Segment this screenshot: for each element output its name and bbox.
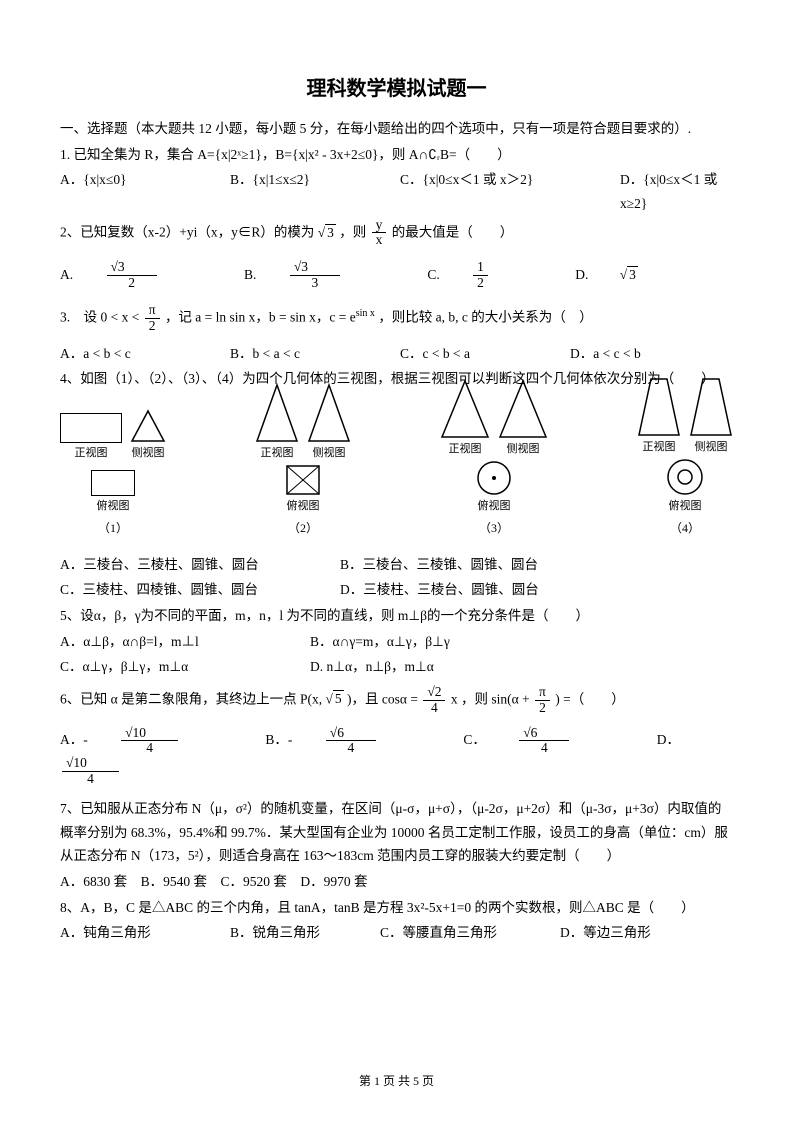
q8-opt-a: A．钝角三角形 <box>60 921 230 945</box>
triangle-icon <box>307 383 351 443</box>
q3-exp: sin x <box>356 308 375 319</box>
diagram-2: 正视图 侧视图 俯视图 （2） <box>255 409 351 539</box>
q6-opt-a: A．- √104 <box>60 732 237 747</box>
q1-stem: 1. 已知全集为 R，集合 A={x|2ˣ≥1}，B={x|x² - 3x+2≤… <box>60 143 733 167</box>
q3-frac: π2 <box>145 303 160 334</box>
q6-opt-b: B．- √64 <box>265 732 435 747</box>
q1-opt-c: C．{x|0≤x＜1 或 x＞2} <box>400 168 620 215</box>
q2-options: A. √32 B. √33 C. 12 D. √3 <box>60 260 733 291</box>
triangle-icon <box>498 379 548 439</box>
q3-opt-a: A．a < b < c <box>60 342 230 366</box>
sqrt-icon: √3 <box>318 221 336 245</box>
page-title: 理科数学模拟试题一 <box>60 72 733 107</box>
q6-stem: 6、已知 α 是第二象限角，其终边上一点 P(x, √5 )，且 cosα = … <box>60 685 733 716</box>
q6-frac1: √24 <box>423 685 445 716</box>
q5-opt-c: C．α⊥γ，β⊥γ，m⊥α <box>60 655 310 679</box>
q2-stem-post: 的最大值是（ ） <box>392 224 514 239</box>
q5-opt-b: B．α∩γ=m，α⊥γ，β⊥γ <box>310 630 450 654</box>
page-footer: 第 1 页 共 5 页 <box>0 1071 793 1092</box>
annulus-icon <box>665 458 705 496</box>
q6-options: A．- √104 B．- √64 C． √64 D． √104 <box>60 726 733 787</box>
q5-options-1: A．α⊥β，α∩β=l，m⊥l B．α∩γ=m，α⊥γ，β⊥γ <box>60 630 733 654</box>
q2-stem-pre: 2、已知复数（x-2）+yi（x，y∈R）的模为 <box>60 224 314 239</box>
q8-opt-d: D．等边三角形 <box>560 921 651 945</box>
q3-pre: 3. 设 <box>60 309 97 324</box>
q2-opt-a: A. √32 <box>60 267 216 282</box>
q2-frac: y x <box>372 218 387 249</box>
q8-opt-c: C．等腰直角三角形 <box>380 921 560 945</box>
q3-opt-c: C．c < b < a <box>400 342 570 366</box>
q1-opt-b: B．{x|1≤x≤2} <box>230 168 400 215</box>
q3-cond: 0 < x < <box>101 309 143 324</box>
triangle-icon <box>255 383 299 443</box>
q2-opt-b: B. √33 <box>244 267 399 282</box>
q6-frac2: π2 <box>535 685 550 716</box>
q3-opt-d: D．a < c < b <box>570 342 733 366</box>
square-x-icon <box>285 464 321 496</box>
q4-opt-b: B．三棱台、三棱锥、圆锥、圆台 <box>340 553 538 577</box>
q4-options-1: A．三棱台、三棱柱、圆锥、圆台 B．三棱台、三棱锥、圆锥、圆台 <box>60 553 733 577</box>
q6-mid1: )，且 cosα = <box>347 691 421 706</box>
q4-opt-c: C．三棱柱、四棱锥、圆锥、圆台 <box>60 578 340 602</box>
triangle-icon <box>440 379 490 439</box>
q8-opt-b: B．锐角三角形 <box>230 921 380 945</box>
q4-opt-a: A．三棱台、三棱柱、圆锥、圆台 <box>60 553 340 577</box>
q3-stem: 3. 设 0 < x < π2 ，记 a = ln sin x，b = sin … <box>60 303 733 334</box>
q3-options: A．a < b < c B．b < a < c C．c < b < a D．a … <box>60 342 733 366</box>
section-header: 一、选择题（本大题共 12 小题，每小题 5 分，在每小题给出的四个选项中，只有… <box>60 117 733 141</box>
diagram-3: 正视图 侧视图 俯视图 （3） <box>440 409 548 539</box>
trapezoid-icon <box>689 377 733 437</box>
q6-pre: 6、已知 α 是第二象限角，其终边上一点 P(x, <box>60 691 325 706</box>
trapezoid-icon <box>637 377 681 437</box>
q3-opt-b: B．b < a < c <box>230 342 400 366</box>
q1-opt-d: D．{x|0≤x＜1 或 x≥2} <box>620 168 733 215</box>
q4-diagrams: 正视图 侧视图 俯视图 （1） 正视图 侧视图 <box>60 409 733 539</box>
q1-opt-a: A．{x|x≤0} <box>60 168 230 215</box>
q4-opt-d: D．三棱柱、三棱台、圆锥、圆台 <box>340 578 539 602</box>
triangle-icon <box>130 409 166 443</box>
q8-options: A．钝角三角形 B．锐角三角形 C．等腰直角三角形 D．等边三角形 <box>60 921 733 945</box>
q3-post: ，则比较 a, b, c 的大小关系为（ ） <box>378 309 592 324</box>
q5-opt-d: D. n⊥α，n⊥β，m⊥α <box>310 655 434 679</box>
q5-options-2: C．α⊥γ，β⊥γ，m⊥α D. n⊥α，n⊥β，m⊥α <box>60 655 733 679</box>
q2-opt-d: D. √3 <box>575 267 666 282</box>
circle-dot-icon <box>475 460 513 496</box>
q2-opt-c: C. 12 <box>427 267 547 282</box>
diagram-1: 正视图 侧视图 俯视图 （1） <box>60 409 166 539</box>
q6-mid3: ) =（ ） <box>555 691 624 706</box>
q5-opt-a: A．α⊥β，α∩β=l，m⊥l <box>60 630 310 654</box>
diagram-4: 正视图 侧视图 俯视图 （4） <box>637 409 733 539</box>
q2-stem: 2、已知复数（x-2）+yi（x，y∈R）的模为 √3 ，则 y x 的最大值是… <box>60 218 733 249</box>
q1-options: A．{x|x≤0} B．{x|1≤x≤2} C．{x|0≤x＜1 或 x＞2} … <box>60 168 733 215</box>
q5-stem: 5、设α，β，γ为不同的平面，m，n，l 为不同的直线，则 m⊥β的一个充分条件… <box>60 604 733 628</box>
q6-mid2: x ，则 sin(α + <box>451 691 533 706</box>
q4-options-2: C．三棱柱、四棱锥、圆锥、圆台 D．三棱柱、三棱台、圆锥、圆台 <box>60 578 733 602</box>
q7-options: A．6830 套 B．9540 套 C．9520 套 D．9970 套 <box>60 870 733 894</box>
q4-stem: 4、如图（1）、（2）、（3）、（4）为四个几何体的三视图，根据三视图可以判断这… <box>60 367 733 391</box>
q7-stem: 7、已知服从正态分布 N（μ，σ²）的随机变量，在区间（μ-σ，μ+σ），（μ-… <box>60 797 733 868</box>
q8-stem: 8、A，B，C 是△ABC 的三个内角，且 tanA，tanB 是方程 3x²-… <box>60 896 733 920</box>
q6-opt-c: C． √64 <box>463 732 628 747</box>
q2-stem-mid: ，则 <box>339 224 366 239</box>
q3-mid: ，记 a = ln sin x，b = sin x，c = e <box>165 309 356 324</box>
